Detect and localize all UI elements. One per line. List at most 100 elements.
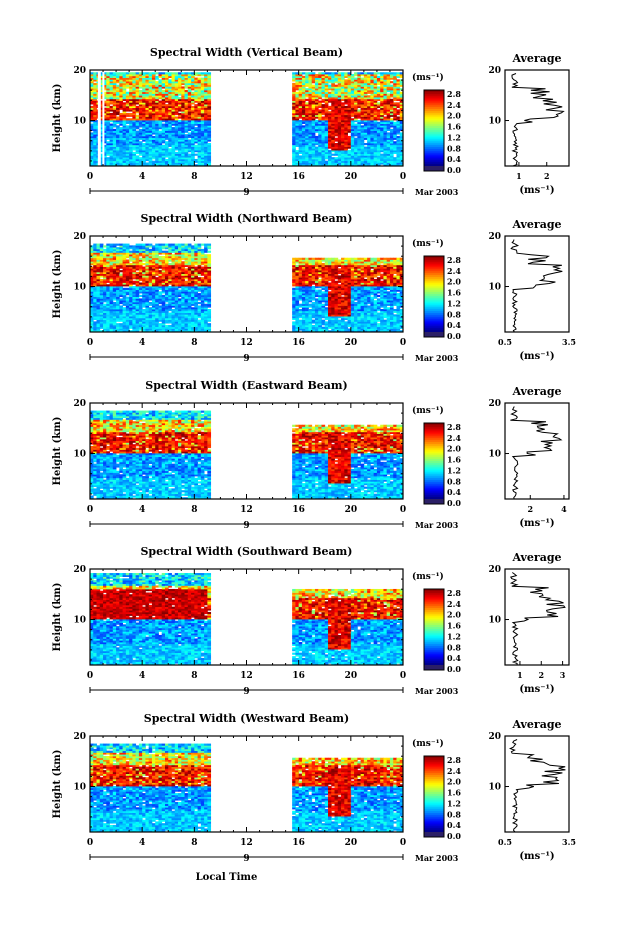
heatmap-cell bbox=[145, 243, 150, 246]
heatmap-cell bbox=[112, 118, 117, 121]
heatmap-cell bbox=[197, 162, 202, 165]
heatmap-cell bbox=[197, 105, 202, 109]
heatmap-cell bbox=[129, 151, 133, 155]
heatmap-cell bbox=[178, 89, 182, 93]
heatmap-cell bbox=[125, 104, 130, 107]
heatmap-cell bbox=[119, 123, 123, 126]
heatmap-cell bbox=[174, 95, 179, 98]
heatmap-cell bbox=[99, 125, 104, 128]
x-tick-label: 0 bbox=[87, 172, 93, 182]
heatmap-cell bbox=[151, 95, 156, 98]
heatmap-cell bbox=[142, 81, 146, 84]
heatmap-cell bbox=[103, 248, 107, 252]
heatmap-cell bbox=[132, 139, 137, 142]
heatmap-cell bbox=[145, 121, 150, 124]
heatmap-cell bbox=[311, 89, 316, 93]
heatmap-cell bbox=[116, 79, 120, 82]
heatmap-cell bbox=[194, 86, 198, 89]
heatmap-cell bbox=[112, 141, 117, 144]
heatmap-cell bbox=[106, 123, 110, 126]
heatmap-cell bbox=[99, 243, 104, 246]
heatmap-cell bbox=[298, 123, 303, 126]
heatmap-cell bbox=[197, 143, 202, 146]
heatmap-cell bbox=[125, 162, 130, 165]
data-gap-stripe bbox=[97, 70, 101, 166]
heatmap-cell bbox=[103, 134, 107, 137]
heatmap-cell bbox=[295, 107, 300, 110]
heatmap-cell bbox=[99, 135, 104, 139]
heatmap-cell bbox=[305, 137, 309, 140]
heatmap-cell bbox=[200, 162, 205, 165]
heatmap-cell bbox=[197, 144, 202, 147]
heatmap-cell bbox=[334, 84, 339, 87]
heatmap-cell bbox=[161, 79, 166, 82]
heatmap-cell bbox=[207, 127, 212, 130]
heatmap-cell bbox=[164, 89, 169, 93]
heatmap-cell bbox=[178, 109, 182, 112]
heatmap-cell bbox=[295, 160, 300, 163]
heatmap-cell bbox=[308, 105, 313, 109]
heatmap-cell bbox=[308, 148, 313, 151]
heatmap-cell bbox=[164, 95, 169, 98]
heatmap-cell bbox=[301, 88, 306, 91]
heatmap-cell bbox=[350, 74, 355, 77]
heatmap-cell bbox=[164, 158, 169, 162]
heatmap-cell bbox=[178, 139, 182, 142]
heatmap-cell bbox=[168, 128, 172, 132]
heatmap-cell bbox=[155, 98, 159, 101]
heatmap-cell bbox=[311, 139, 316, 142]
heatmap-cell bbox=[135, 150, 140, 153]
heatmap-cell bbox=[161, 93, 166, 96]
heatmap-cell bbox=[292, 114, 296, 117]
heatmap-cell bbox=[204, 125, 208, 128]
heatmap-cell bbox=[187, 158, 192, 162]
heatmap-cell bbox=[164, 150, 169, 153]
heatmap-cell bbox=[142, 111, 146, 114]
heatmap-cell bbox=[158, 111, 163, 114]
heatmap-cell bbox=[158, 143, 163, 146]
heatmap-cell bbox=[389, 128, 394, 132]
heatmap-cell bbox=[292, 121, 296, 124]
heatmap-cell bbox=[298, 77, 303, 80]
heatmap-cell bbox=[122, 128, 127, 132]
heatmap-cell bbox=[155, 150, 159, 153]
heatmap-cell bbox=[204, 144, 208, 147]
heatmap-cell bbox=[135, 75, 140, 78]
heatmap-cell bbox=[311, 97, 316, 100]
heatmap-cell bbox=[93, 114, 97, 117]
heatmap-cell bbox=[191, 86, 195, 89]
heatmap-cell bbox=[99, 153, 104, 156]
heatmap-cell bbox=[187, 164, 192, 167]
heatmap-cell bbox=[295, 82, 300, 86]
heatmap-cell bbox=[393, 157, 397, 160]
heatmap-cell bbox=[191, 75, 195, 78]
heatmap-cell bbox=[200, 155, 205, 158]
heatmap-cell bbox=[181, 158, 185, 162]
heatmap-cell bbox=[194, 116, 198, 119]
heatmap-cell bbox=[122, 112, 127, 116]
heatmap-cell bbox=[158, 291, 163, 294]
heatmap-cell bbox=[168, 86, 172, 89]
heatmap-cell bbox=[174, 111, 179, 114]
heatmap-cell bbox=[200, 127, 205, 130]
heatmap-cell bbox=[158, 164, 163, 167]
heatmap-cell bbox=[168, 93, 172, 96]
heatmap-cell bbox=[135, 139, 140, 142]
heatmap-cell bbox=[93, 112, 97, 116]
heatmap-cell bbox=[142, 121, 146, 124]
heatmap-cell bbox=[181, 164, 185, 167]
heatmap-cell bbox=[376, 102, 381, 105]
heatmap-cell bbox=[129, 79, 133, 82]
heatmap-cell bbox=[106, 158, 110, 162]
heatmap-cell bbox=[197, 82, 202, 86]
heatmap-cell bbox=[305, 146, 309, 149]
heatmap-cell bbox=[168, 120, 172, 123]
heatmap-cell bbox=[376, 75, 381, 78]
heatmap-cell bbox=[96, 243, 101, 246]
heatmap-cell bbox=[308, 111, 313, 114]
heatmap-cell bbox=[194, 132, 198, 135]
heatmap-cell bbox=[292, 102, 296, 105]
heatmap-cell bbox=[171, 105, 176, 109]
heatmap-cell bbox=[318, 72, 322, 75]
heatmap-cell bbox=[178, 153, 182, 156]
